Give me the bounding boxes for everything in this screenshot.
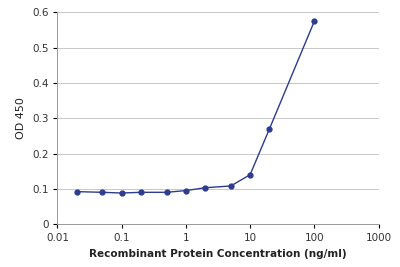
Y-axis label: OD 450: OD 450 <box>16 97 26 139</box>
X-axis label: Recombinant Protein Concentration (ng/ml): Recombinant Protein Concentration (ng/ml… <box>89 249 347 259</box>
